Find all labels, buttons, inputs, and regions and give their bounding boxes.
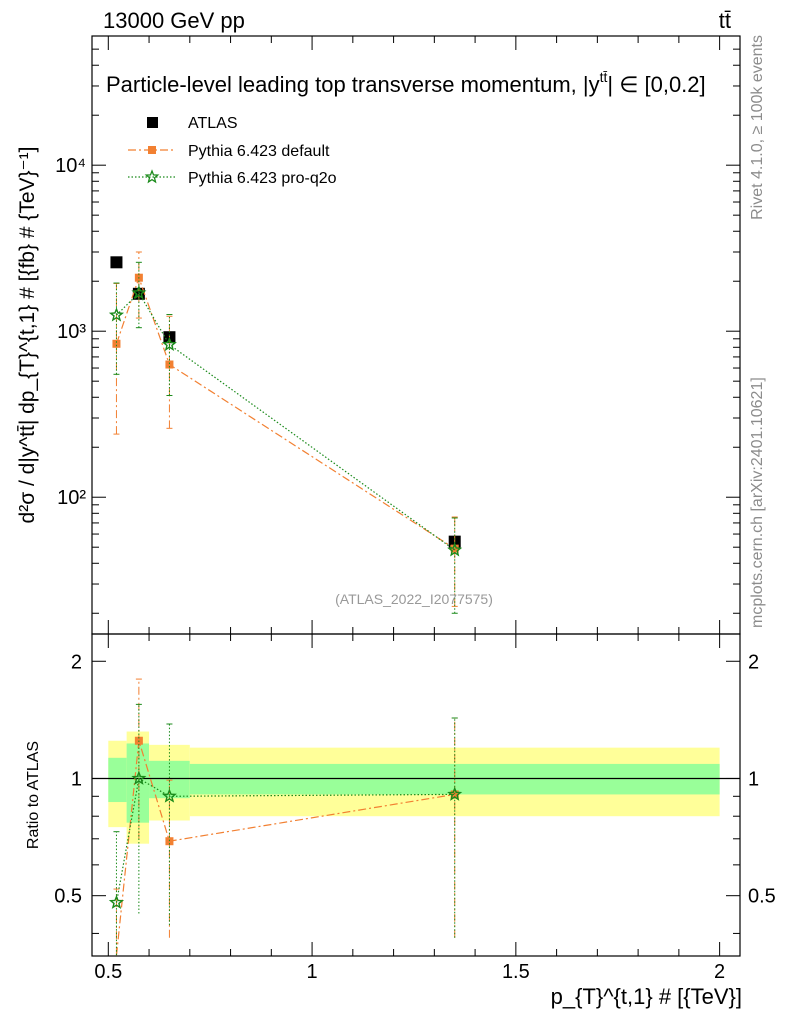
ratio-point [447, 786, 463, 801]
analysis-tag: (ATLAS_2022_I2077575) [335, 591, 493, 607]
plot-title: Particle-level leading top transverse mo… [106, 69, 706, 97]
legend-item-atlas: ATLAS [147, 115, 238, 132]
ratio-tick-label-left: 1 [71, 768, 82, 790]
ratio-point [108, 894, 125, 909]
ratio-series [108, 678, 463, 956]
y-tick-label: 10² [57, 487, 86, 509]
ratio-band-stat [108, 757, 127, 803]
x-tick-label: 0.5 [94, 961, 122, 983]
main-panel: 10² 10³ 10⁴ 0.5 1 1.5 2 Particle-level leading… [16, 35, 741, 983]
data-point [110, 256, 123, 269]
ratio-series-2 [108, 703, 463, 956]
rivet-label: Rivet 4.1.0, ≥ 100k events [749, 35, 766, 220]
ratio-y-label: Ratio to ATLAS [25, 741, 42, 849]
data-point [165, 360, 174, 369]
x-tick-label: 2 [714, 961, 725, 983]
data-point [112, 339, 121, 348]
data-point [131, 285, 147, 300]
x-axis-label: p_{T}^{t,1} # [{TeV}] [551, 984, 742, 1009]
x-tick-label: 1 [307, 961, 318, 983]
y-axis-label: d²σ / d|y^tt̄| dp_{T}^{t,1} # [{fb} # {T… [16, 147, 39, 524]
main-series [108, 251, 463, 614]
series-0 [110, 256, 461, 548]
data-point [450, 544, 459, 553]
ratio-point [131, 770, 147, 785]
data-point [447, 542, 463, 557]
data-point [108, 307, 125, 322]
series-line [116, 291, 456, 551]
ratio-point [450, 790, 459, 799]
ratio-tick-label-right: 2 [748, 651, 759, 673]
legend-item-pythia-pro-q2o: Pythia 6.423 pro-q2o [128, 169, 337, 187]
x-tick-label: 1.5 [502, 961, 530, 983]
ratio-tick-label-left: 0.5 [54, 886, 82, 908]
svg-text:ATLAS: ATLAS [188, 115, 238, 132]
ratio-line [115, 777, 455, 903]
ratio-point [165, 837, 174, 846]
data-point [161, 336, 177, 352]
y-tick-label: 10³ [57, 321, 86, 343]
ratio-tick-label-right: 1 [748, 768, 759, 790]
ratio-line [115, 740, 455, 956]
main-axis-ticks: 10² 10³ 10⁴ 0.5 1 1.5 2 [55, 35, 740, 983]
series-1 [112, 251, 459, 607]
ratio-tick-label-right: 0.5 [748, 886, 776, 908]
ratio-bands [92, 731, 740, 844]
series-2 [108, 261, 463, 614]
svg-text:Pythia 6.423 pro-q2o: Pythia 6.423 pro-q2o [188, 170, 337, 187]
ratio-tick-label-left: 2 [71, 651, 82, 673]
header-energy: 13000 GeV pp [103, 8, 245, 33]
series-line [115, 275, 456, 550]
header-process: tt̄ [719, 8, 731, 33]
mcplots-label: mcplots.cern.ch [arXiv:2401.10621] [749, 377, 766, 628]
legend: ATLAS Pythia 6.423 default Pythia 6.423 … [128, 115, 337, 187]
ratio-panel: 0.5 0.5 1 1 2 2 Ratio to ATLAS [25, 633, 776, 957]
ratio-frame [91, 633, 741, 957]
ratio-band-stat [126, 743, 150, 823]
ratio-axis-ticks: 0.5 0.5 1 1 2 2 [54, 651, 776, 934]
ratio-point [161, 788, 177, 803]
svg-text:Pythia 6.423 default: Pythia 6.423 default [188, 143, 330, 160]
legend-item-pythia-default: Pythia 6.423 default [128, 143, 330, 160]
y-tick-label: 10⁴ [55, 155, 86, 177]
